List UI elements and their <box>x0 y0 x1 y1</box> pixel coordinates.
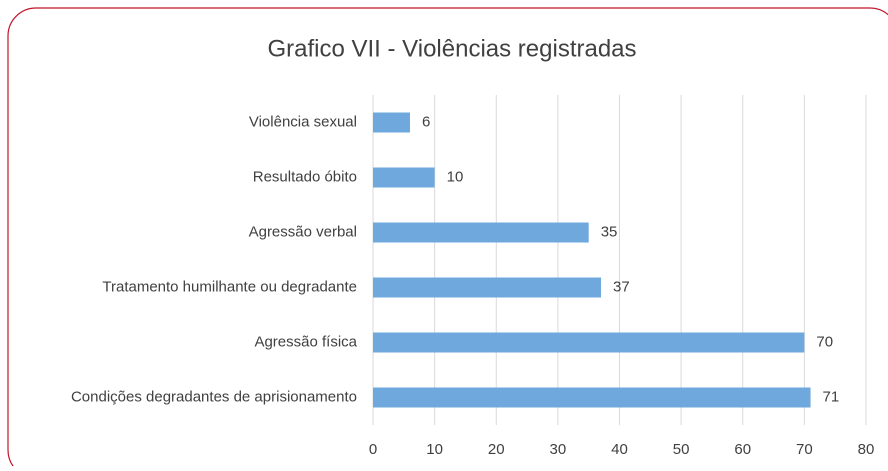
y-tick-label: Agressão física <box>254 333 357 350</box>
bar <box>373 112 410 133</box>
y-tick-label: Resultado óbito <box>253 168 357 185</box>
data-label: 70 <box>816 333 833 350</box>
x-tick-label: 70 <box>796 441 813 458</box>
bar <box>373 387 811 408</box>
x-tick-label: 60 <box>734 441 751 458</box>
data-label: 35 <box>601 223 618 240</box>
y-tick-label: Violência sexual <box>249 113 357 130</box>
x-tick-label: 0 <box>369 441 377 458</box>
x-tick-label: 40 <box>611 441 628 458</box>
y-tick-label: Agressão verbal <box>249 223 357 240</box>
y-tick-label: Tratamento humilhante ou degradante <box>102 278 357 295</box>
bar <box>373 222 589 243</box>
x-tick-label: 80 <box>858 441 875 458</box>
bar <box>373 167 435 188</box>
x-tick-label: 20 <box>488 441 505 458</box>
data-label: 37 <box>613 278 630 295</box>
chart-title: Grafico VII - Violências registradas <box>267 35 636 62</box>
data-label: 10 <box>447 168 464 185</box>
y-tick-label: Condições degradantes de aprisionamento <box>71 388 357 405</box>
data-label: 71 <box>823 388 840 405</box>
x-tick-label: 50 <box>673 441 690 458</box>
x-tick-label: 30 <box>550 441 567 458</box>
bar <box>373 277 602 298</box>
data-label: 6 <box>422 113 430 130</box>
bar <box>373 332 805 353</box>
x-tick-label: 10 <box>426 441 443 458</box>
